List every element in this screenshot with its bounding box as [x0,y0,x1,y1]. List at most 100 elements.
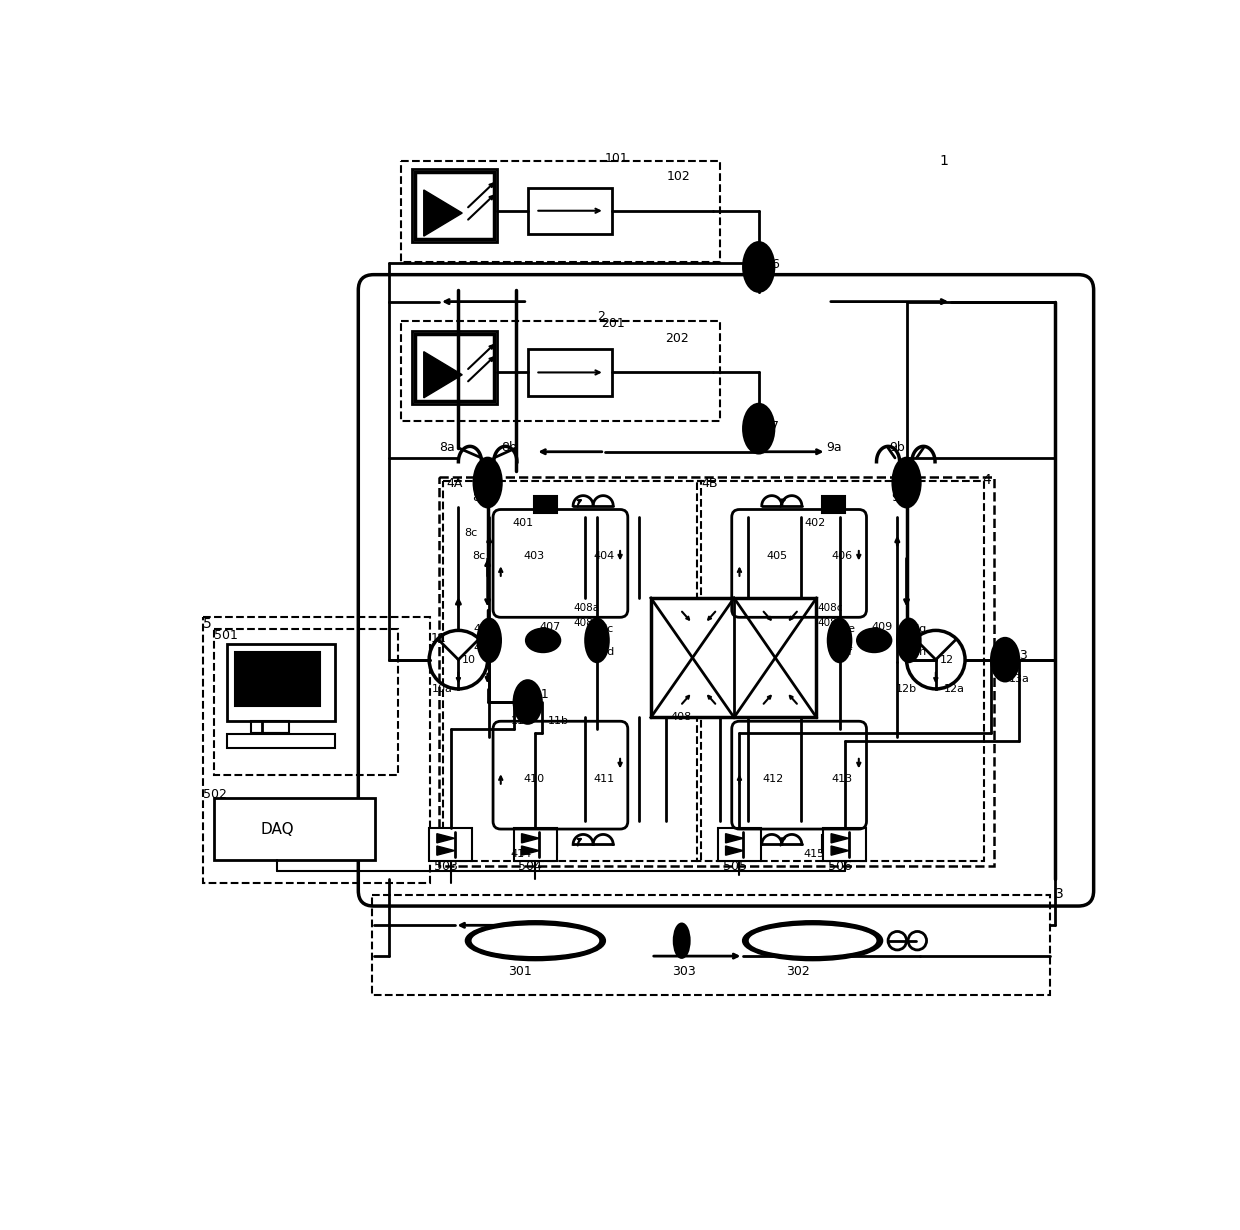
Text: 12: 12 [940,654,954,664]
Polygon shape [522,834,539,843]
Polygon shape [412,170,497,242]
Text: 301: 301 [508,966,532,978]
Text: 10a: 10a [432,684,453,694]
Polygon shape [513,828,557,861]
Text: 505: 505 [723,860,746,872]
Text: 403: 403 [523,551,544,561]
Ellipse shape [893,458,920,507]
Text: 9a: 9a [826,442,842,454]
Text: 414: 414 [511,850,532,860]
Ellipse shape [898,619,920,662]
Ellipse shape [477,619,501,662]
Text: 401: 401 [512,518,533,529]
Polygon shape [718,828,761,861]
Text: 504: 504 [518,860,542,872]
Text: 415: 415 [804,850,825,860]
Text: 8c: 8c [472,492,487,504]
Text: 9: 9 [892,471,899,483]
Text: 13a: 13a [1009,674,1030,684]
Text: 402: 402 [805,518,826,529]
Text: 9c: 9c [892,492,906,504]
Text: 12b: 12b [895,684,916,694]
Polygon shape [429,828,472,861]
Text: 7: 7 [771,419,779,433]
Text: 202: 202 [665,332,688,346]
Text: 506: 506 [828,860,852,872]
Text: 4h: 4h [913,647,928,657]
Text: 13: 13 [1013,649,1028,662]
Ellipse shape [675,924,689,958]
Text: 408: 408 [670,712,692,722]
Text: 413: 413 [832,774,853,784]
Text: 5: 5 [203,617,212,631]
Text: 503: 503 [434,860,458,872]
Text: 411: 411 [593,774,614,784]
Ellipse shape [472,926,599,956]
Text: 1: 1 [940,155,949,169]
Polygon shape [528,349,613,396]
Polygon shape [725,834,743,843]
Text: 102: 102 [666,171,689,183]
Text: 4g: 4g [913,624,928,633]
Text: 4c: 4c [601,624,614,633]
Ellipse shape [743,403,774,454]
Polygon shape [534,497,557,513]
Polygon shape [213,798,376,860]
Text: 9b: 9b [889,442,905,454]
Polygon shape [822,835,844,852]
Polygon shape [831,834,849,843]
Text: 406: 406 [832,551,853,561]
Text: 2: 2 [596,310,605,323]
Text: 4a: 4a [474,624,487,633]
Text: 408b: 408b [574,619,600,629]
Text: 501: 501 [213,629,237,642]
Text: 10: 10 [463,654,476,664]
Text: 404: 404 [593,551,614,561]
Text: 4b: 4b [474,643,487,653]
Text: 410: 410 [523,774,544,784]
Polygon shape [534,835,557,852]
Ellipse shape [513,680,542,723]
Text: 8c: 8c [465,528,477,538]
Ellipse shape [526,629,560,652]
Text: 303: 303 [672,966,696,978]
Polygon shape [823,828,867,861]
Text: 6: 6 [771,258,779,271]
Text: 11b: 11b [548,716,569,726]
Ellipse shape [585,619,609,662]
Text: 11: 11 [534,688,549,701]
Text: 101: 101 [605,151,629,165]
Text: 4e: 4e [842,624,856,633]
Polygon shape [424,189,463,236]
Ellipse shape [749,926,875,956]
Ellipse shape [743,921,882,959]
Ellipse shape [828,619,851,662]
Text: 412: 412 [763,774,784,784]
Ellipse shape [474,458,501,507]
Polygon shape [436,846,455,855]
Text: DAQ: DAQ [260,822,294,836]
Text: 3: 3 [1055,888,1064,902]
Ellipse shape [857,629,892,652]
Text: 302: 302 [786,966,810,978]
Text: 201: 201 [601,316,625,330]
Polygon shape [227,645,335,721]
Text: 8: 8 [472,471,480,483]
Polygon shape [412,331,497,403]
Polygon shape [822,497,844,513]
Text: 11: 11 [430,632,446,646]
Text: 408d: 408d [817,619,843,629]
Text: 4f: 4f [842,647,853,657]
Polygon shape [725,846,743,855]
Text: 4B: 4B [701,477,718,490]
Ellipse shape [991,638,1019,681]
Polygon shape [522,846,539,855]
Polygon shape [424,352,463,397]
Text: 8a: 8a [439,442,455,454]
Text: 4A: 4A [446,477,464,490]
Polygon shape [436,834,455,843]
Text: 502: 502 [203,788,227,801]
Text: 4d: 4d [601,647,615,657]
Text: 408c: 408c [817,603,843,613]
Ellipse shape [466,921,605,959]
